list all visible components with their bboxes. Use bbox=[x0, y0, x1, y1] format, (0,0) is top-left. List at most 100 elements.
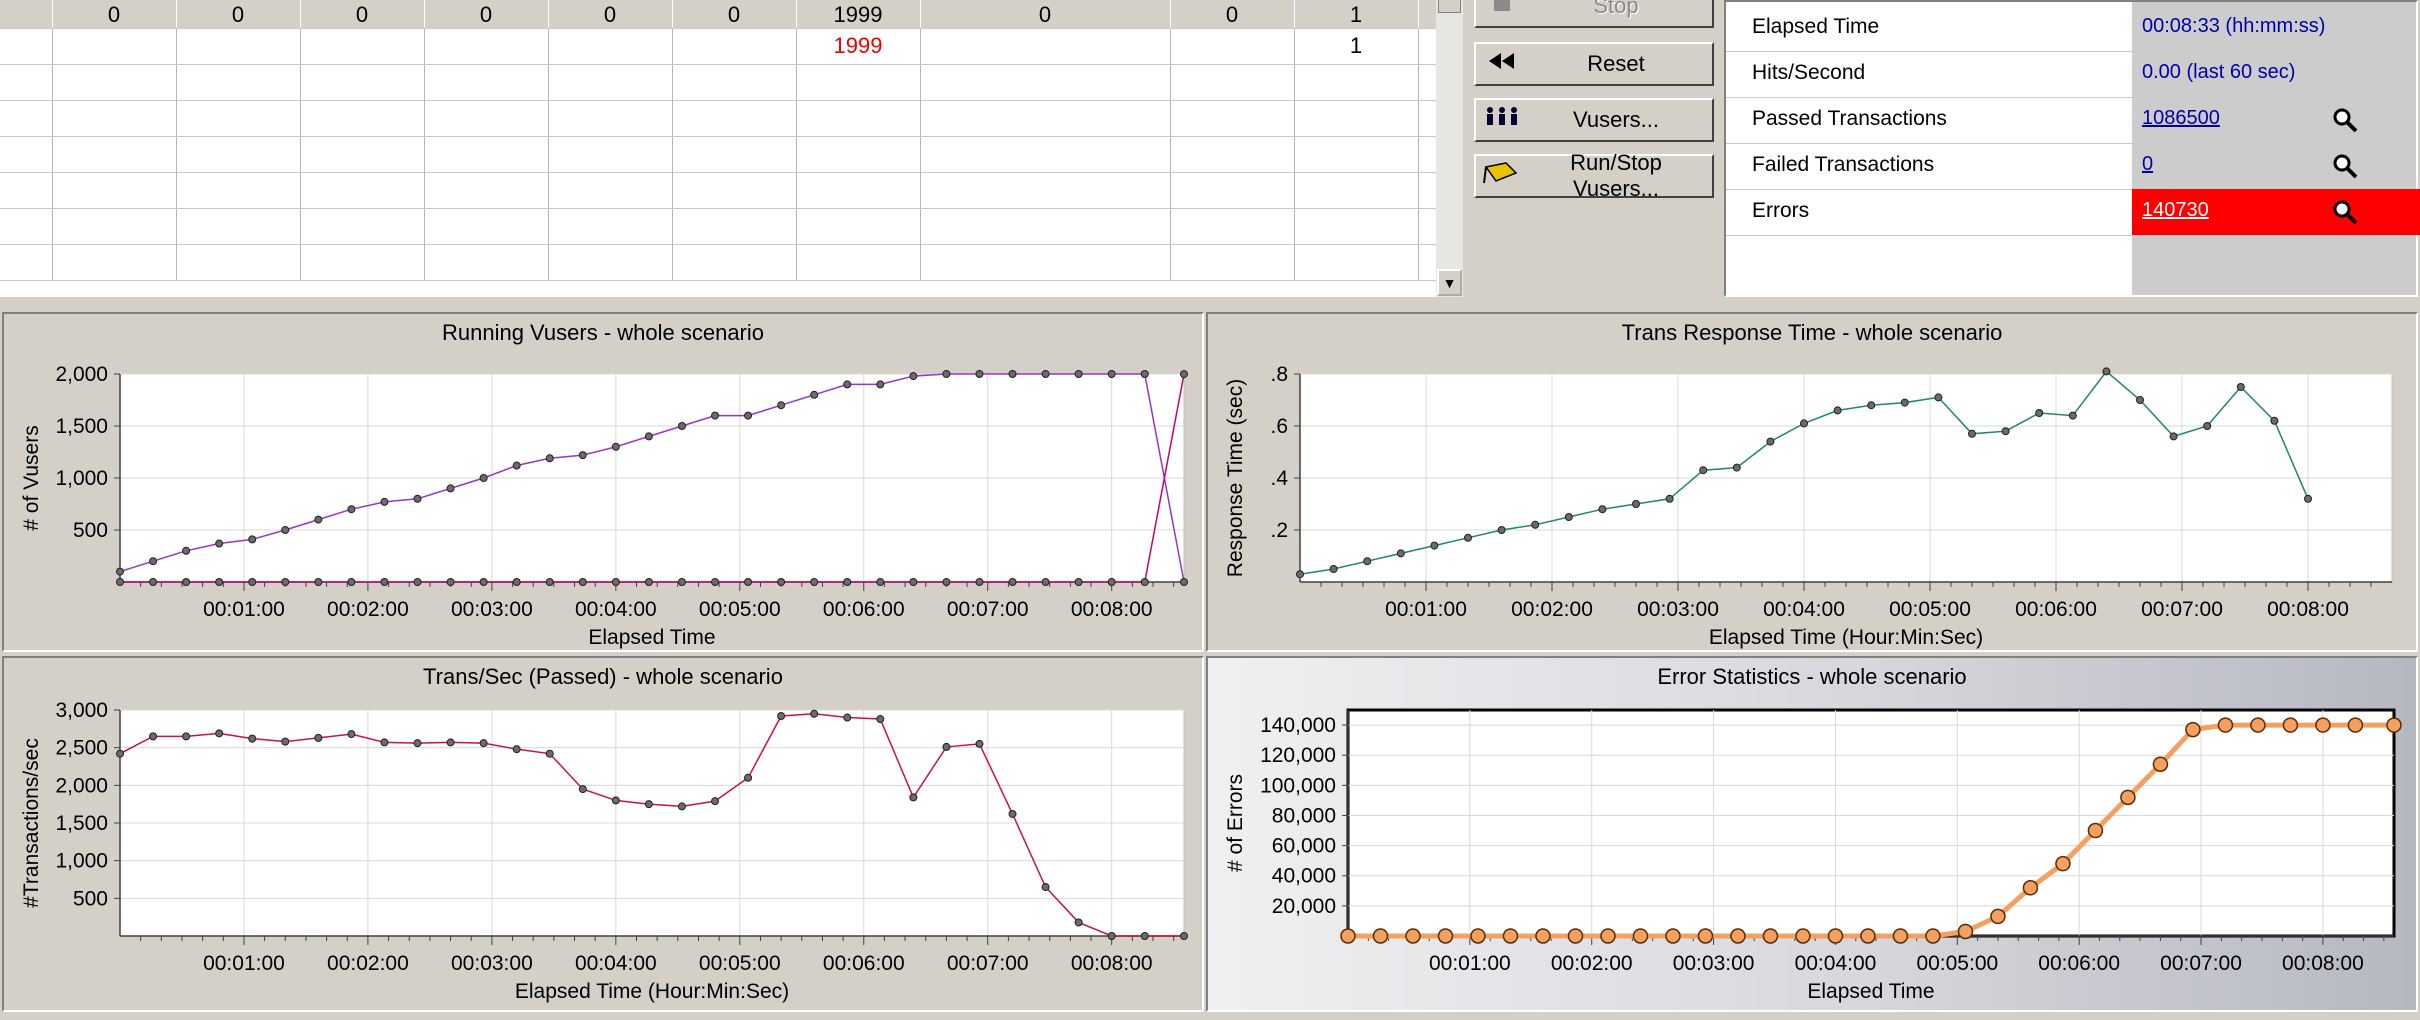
grid-row[interactable] bbox=[0, 64, 1436, 101]
data-point bbox=[2304, 494, 2312, 503]
data-point bbox=[1860, 928, 1876, 944]
rewind-icon bbox=[1476, 50, 1528, 78]
grid-cell bbox=[52, 208, 177, 245]
grid-row[interactable] bbox=[0, 244, 1436, 281]
grid-row[interactable] bbox=[0, 172, 1436, 209]
grid-vertical-scrollbar[interactable]: ▼ bbox=[1436, 0, 1463, 297]
data-point bbox=[347, 730, 356, 739]
vusers-icon bbox=[1476, 105, 1528, 135]
data-point bbox=[611, 442, 620, 451]
magnifier-icon[interactable] bbox=[2330, 151, 2360, 181]
scroll-down-arrow-icon[interactable]: ▼ bbox=[1437, 269, 1462, 296]
data-point bbox=[578, 451, 587, 460]
grid-cell bbox=[796, 208, 921, 245]
grid-cell bbox=[920, 28, 1171, 65]
grid-cell bbox=[796, 64, 921, 101]
trans-per-sec-graph[interactable]: Trans/Sec (Passed) - whole scenario 00:0… bbox=[2, 656, 1204, 1012]
grid-cell bbox=[52, 244, 177, 281]
data-point bbox=[843, 380, 852, 389]
grid-cell bbox=[0, 136, 53, 173]
graph-title: Error Statistics - whole scenario bbox=[1657, 664, 1967, 689]
data-point bbox=[942, 742, 951, 751]
running-vusers-chart: 00:01:00 00:02:00 00:03:00 00:04:00 00:05:00… bbox=[20, 363, 1188, 649]
run-stop-vusers-button[interactable]: Run/Stop Vusers... bbox=[1474, 150, 1714, 201]
x-tick-label: 00:07:00 bbox=[947, 952, 1029, 975]
data-point bbox=[876, 380, 885, 389]
y-tick-label: 2,000 bbox=[55, 363, 108, 386]
grid-row[interactable] bbox=[0, 100, 1436, 137]
grid-cell bbox=[920, 64, 1171, 101]
grid-cell bbox=[796, 100, 921, 137]
vusers-button[interactable]: Vusers... bbox=[1474, 98, 1714, 142]
data-point bbox=[512, 745, 521, 754]
x-axis-title: Elapsed Time bbox=[588, 626, 715, 649]
error-statistics-graph[interactable]: Error Statistics - whole scenario 00:01:… bbox=[1206, 656, 2418, 1012]
grid-cell bbox=[920, 172, 1171, 209]
grid-cell bbox=[796, 136, 921, 173]
grid-cell bbox=[424, 64, 549, 101]
grid-cell bbox=[796, 244, 921, 281]
grid-row[interactable] bbox=[0, 136, 1436, 173]
grid-cell bbox=[424, 172, 549, 209]
grid-cell bbox=[1170, 100, 1295, 137]
grid-cell bbox=[300, 136, 425, 173]
grid-cell bbox=[548, 28, 673, 65]
data-point bbox=[347, 505, 356, 514]
x-tick-label: 00:04:00 bbox=[575, 598, 657, 621]
data-point bbox=[413, 739, 422, 748]
grid-cell bbox=[300, 64, 425, 101]
y-tick-label: .8 bbox=[1270, 363, 1288, 386]
magnifier-icon[interactable] bbox=[2330, 105, 2360, 135]
grid-cell: 0 bbox=[52, 0, 177, 29]
y-tick-label: .6 bbox=[1270, 415, 1288, 438]
data-point bbox=[380, 578, 389, 586]
grid-cell bbox=[424, 28, 549, 65]
plot-area bbox=[1346, 708, 2396, 938]
data-point bbox=[1762, 928, 1779, 944]
vusers-button-label: Vusers... bbox=[1573, 107, 1659, 132]
passed-transactions-link[interactable]: 1086500 bbox=[2142, 107, 2220, 129]
data-point bbox=[744, 578, 753, 586]
data-point bbox=[677, 578, 686, 586]
stat-label: Errors bbox=[1752, 199, 1810, 222]
x-tick-label: 00:07:00 bbox=[947, 598, 1029, 621]
running-vusers-graph[interactable]: Running Vusers - whole scenario 00:01:00… bbox=[2, 312, 1204, 652]
y-tick-label: 120,000 bbox=[1260, 744, 1336, 767]
data-point bbox=[1502, 928, 1519, 944]
grid-cell: 0 bbox=[1170, 0, 1295, 29]
grid-row[interactable]: 0 0 0 0 0 0 1999 0 0 1 bbox=[0, 0, 1436, 29]
grid-cell bbox=[176, 28, 301, 65]
x-tick-label: 00:03:00 bbox=[451, 598, 533, 621]
x-tick-label: 00:01:00 bbox=[1429, 952, 1511, 975]
data-point bbox=[644, 432, 653, 441]
data-point bbox=[1564, 513, 1573, 521]
grid-cell bbox=[300, 172, 425, 209]
grid-cell bbox=[176, 208, 301, 245]
grid-row[interactable]: 1999 1 bbox=[0, 28, 1436, 65]
grid-cell bbox=[1294, 136, 1419, 173]
graph-title: Trans/Sec (Passed) - whole scenario bbox=[423, 664, 783, 689]
grid-cell: 0 bbox=[300, 0, 425, 29]
grid-row[interactable] bbox=[0, 208, 1436, 245]
trans-response-time-graph[interactable]: Trans Response Time - whole scenario 00:… bbox=[1206, 312, 2418, 652]
trans-response-time-chart: 00:01:00 00:02:00 00:03:00 00:04:00 00:05:00… bbox=[1224, 363, 2393, 649]
data-point bbox=[810, 578, 819, 586]
data-point bbox=[446, 738, 455, 747]
data-point bbox=[413, 578, 422, 586]
grid-cell bbox=[1418, 244, 1436, 281]
x-axis-title: Elapsed Time (Hour:Min:Sec) bbox=[515, 980, 789, 1003]
grid-cell bbox=[1170, 172, 1295, 209]
data-point bbox=[2386, 717, 2402, 733]
stop-button[interactable]: Stop bbox=[1474, 0, 1714, 28]
data-point bbox=[1372, 928, 1389, 944]
stat-row-passed-transactions: Passed Transactions 1086500 bbox=[1726, 97, 2416, 144]
scrollbar-thumb[interactable] bbox=[1438, 0, 1461, 13]
grid-cell: 0 bbox=[920, 0, 1171, 29]
magnifier-icon[interactable] bbox=[2330, 197, 2360, 227]
error-statistics-chart: 00:01:00 00:02:00 00:03:00 00:04:00 00:05:00… bbox=[1224, 708, 2402, 1003]
reset-button[interactable]: Reset bbox=[1474, 42, 1714, 86]
failed-transactions-link[interactable]: 0 bbox=[2142, 153, 2154, 175]
grid-cell bbox=[1294, 244, 1419, 281]
errors-link[interactable]: 140730 bbox=[2142, 199, 2209, 221]
grid-cell bbox=[920, 244, 1171, 281]
